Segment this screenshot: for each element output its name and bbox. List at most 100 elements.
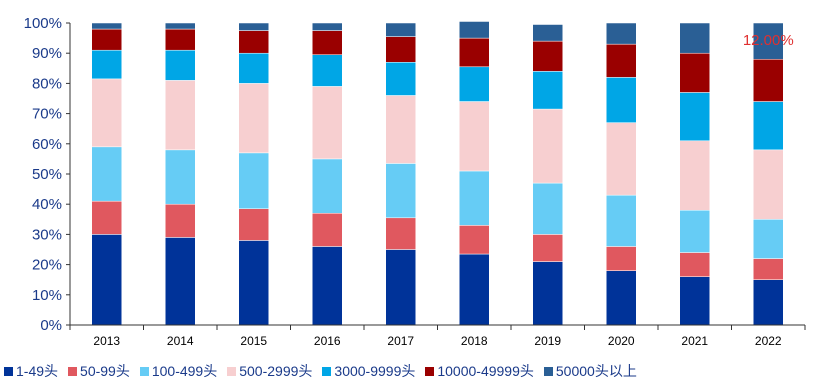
bar-segment — [91, 200, 122, 235]
bar-segment — [238, 208, 269, 241]
bar-segment — [532, 108, 563, 184]
bar-segment — [385, 22, 416, 37]
bar-segment — [238, 52, 269, 84]
bar-segment — [532, 261, 563, 326]
legend-swatch — [139, 366, 149, 376]
annotation-label: 12.00% — [743, 32, 794, 49]
x-tick-label: 2022 — [755, 334, 782, 345]
x-tick-label: 2014 — [167, 334, 194, 345]
bar-segment — [679, 252, 710, 277]
bar-segment — [679, 52, 710, 93]
bar-segment — [91, 78, 122, 148]
bar-segment — [165, 28, 196, 51]
bar-segment — [679, 22, 710, 54]
bar-segment — [459, 253, 490, 326]
y-tick-label: 80% — [32, 75, 62, 92]
bar-segment — [91, 28, 122, 51]
bar-segment — [459, 66, 490, 102]
bar-segment — [679, 276, 710, 326]
bar-segment — [312, 158, 343, 214]
x-tick-label: 2016 — [314, 334, 341, 345]
bar-segment — [753, 149, 784, 220]
legend-item: 3000-9999头 — [322, 361, 415, 381]
legend-label: 3000-9999头 — [334, 363, 416, 379]
y-axis: 0% 10% 20% 30% 40% 50% 60% 70% 80% 90% 100% — [24, 15, 71, 334]
bar-segment — [165, 80, 196, 151]
bar-segment — [753, 279, 784, 326]
bar-segment — [606, 22, 637, 45]
bar-segment — [385, 36, 416, 63]
bar-segment — [165, 203, 196, 238]
bar-segment — [91, 49, 122, 80]
bar-segment — [165, 237, 196, 326]
bar-segment — [606, 77, 637, 123]
y-tick-label: 20% — [32, 257, 62, 274]
bar-segment — [459, 37, 490, 68]
bar-segment — [238, 83, 269, 154]
bar-segment — [532, 24, 563, 42]
bar-segment — [312, 246, 343, 326]
legend-label: 100-499头 — [151, 363, 218, 379]
bar-segment — [753, 219, 784, 259]
bar-segment — [459, 170, 490, 226]
y-tick-label: 0% — [40, 317, 62, 334]
x-tick-label: 2015 — [240, 334, 267, 345]
bar-segment — [91, 146, 122, 202]
bar-segment — [532, 40, 563, 72]
bar-segment — [312, 86, 343, 160]
legend-swatch — [425, 366, 435, 376]
bar-segment — [679, 209, 710, 253]
y-tick-label: 30% — [32, 226, 62, 243]
bar-segment — [459, 225, 490, 255]
legend-item: 50000头以上 — [543, 361, 637, 381]
y-tick-label: 50% — [32, 166, 62, 183]
legend-label: 50000头以上 — [555, 363, 637, 379]
y-tick-label: 100% — [24, 15, 62, 32]
bar-segment — [165, 22, 196, 30]
legend-swatch — [68, 366, 78, 376]
legend-item: 100-499头 — [139, 361, 218, 381]
x-tick-label: 2020 — [608, 334, 635, 345]
bar-segment — [532, 71, 563, 110]
x-tick-label: 2019 — [534, 334, 561, 345]
bar-segment — [312, 30, 343, 55]
bar-segment — [459, 101, 490, 172]
y-tick-label: 10% — [32, 287, 62, 304]
bar-segment — [606, 194, 637, 247]
x-tick-label: 2013 — [93, 334, 120, 345]
legend-item: 10000-49999头 — [425, 361, 534, 381]
legend-label: 1-49头 — [16, 363, 59, 379]
bar-segment — [385, 217, 416, 250]
legend-swatch — [227, 366, 237, 376]
y-tick-label: 40% — [32, 196, 62, 213]
bar-segment — [532, 182, 563, 235]
legend-item: 50-99头 — [68, 361, 130, 381]
x-tick-label: 2018 — [461, 334, 488, 345]
bar-segment — [753, 22, 784, 60]
legend: 1-49头 50-99头 100-499头 500-2999头 3000-9999头 10… — [4, 354, 816, 388]
bar-segment — [165, 149, 196, 205]
y-tick-label: 90% — [32, 45, 62, 62]
bar-segment — [753, 258, 784, 280]
bar-segment — [91, 234, 122, 326]
bar-segment — [753, 101, 784, 151]
legend-swatch — [4, 366, 13, 376]
legend-item: 1-49头 — [4, 361, 58, 381]
bar-segment — [312, 22, 343, 31]
legend-swatch — [322, 366, 332, 376]
legend-item: 500-2999头 — [227, 361, 312, 381]
bar-segment — [606, 122, 637, 196]
bar-segment — [606, 246, 637, 271]
bar-segment — [385, 62, 416, 96]
legend-swatch — [543, 366, 553, 376]
bar-segment — [312, 213, 343, 247]
bar-segment — [606, 43, 637, 78]
bar-segment — [312, 54, 343, 87]
bar-segment — [238, 152, 269, 209]
bar-segment — [165, 49, 196, 81]
bar-segment — [679, 92, 710, 142]
bars — [91, 21, 784, 326]
bar-segment — [385, 163, 416, 219]
legend-label: 50-99头 — [80, 363, 130, 379]
bar-segment — [238, 22, 269, 31]
